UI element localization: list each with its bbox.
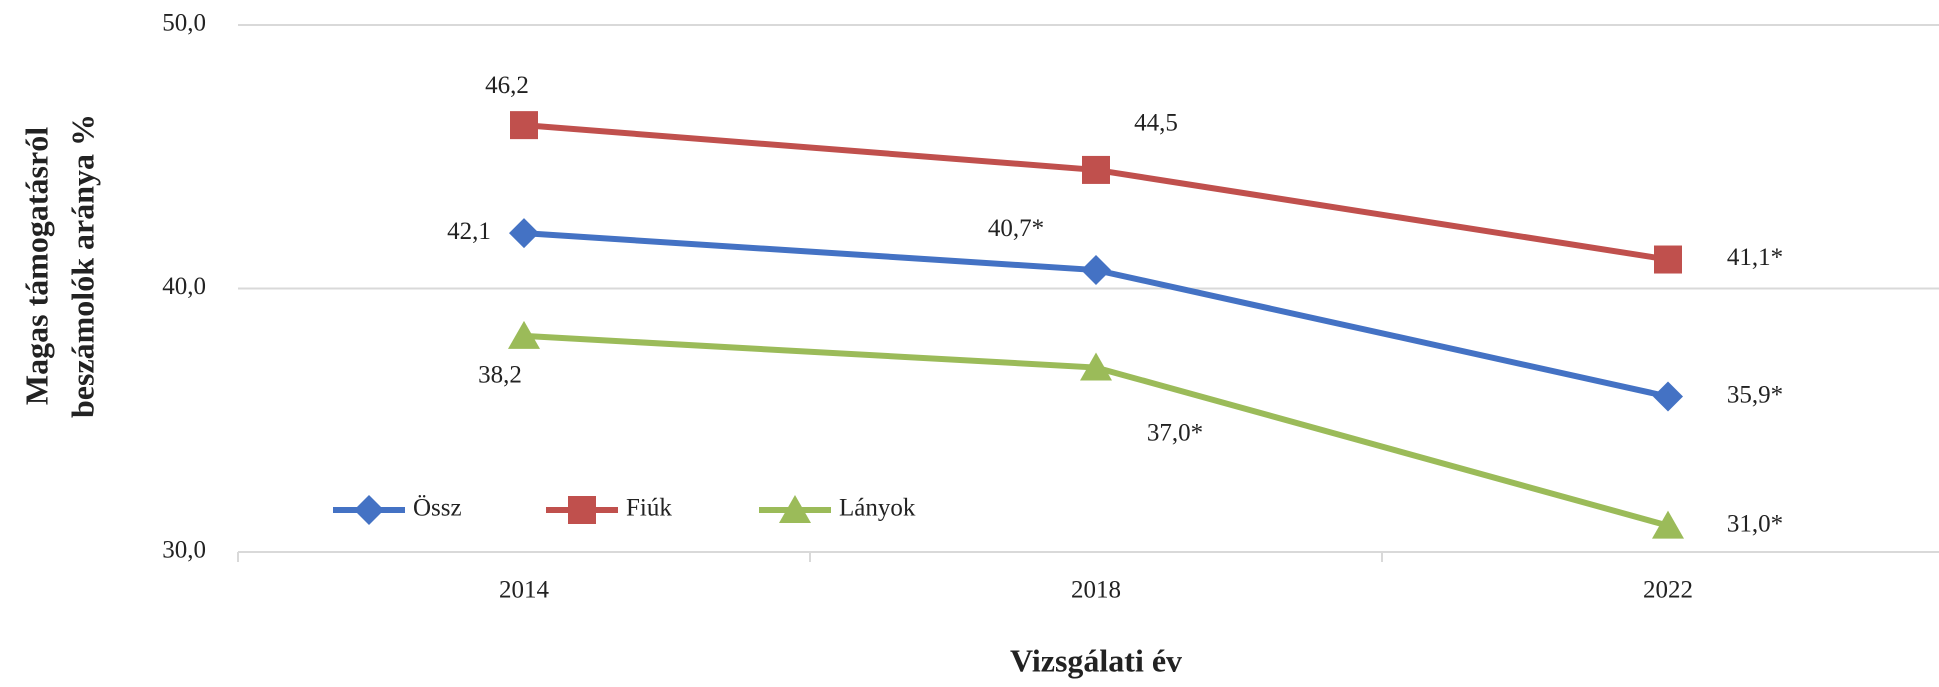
legend-label: Fiúk <box>626 495 672 522</box>
data-label: 46,2 <box>485 72 529 99</box>
marker <box>354 495 384 525</box>
page: {"chart_data": {"type": "line", "ylabel"… <box>0 0 1939 687</box>
marker <box>1082 156 1110 184</box>
marker <box>1653 382 1683 412</box>
marker <box>1081 255 1111 285</box>
marker <box>568 496 596 524</box>
legend-label: Lányok <box>839 495 916 522</box>
y-tick-label: 50,0 <box>162 10 206 37</box>
x-tick-label: 2022 <box>1643 577 1693 604</box>
x-tick-label: 2018 <box>1071 577 1121 604</box>
data-label: 42,1 <box>447 218 491 245</box>
y-axis-title: Magas támogatásról <box>18 127 54 405</box>
y-tick-label: 30,0 <box>162 537 206 564</box>
data-label: 40,7* <box>988 215 1044 242</box>
legend-label: Össz <box>413 495 462 522</box>
data-label: 37,0* <box>1147 419 1203 446</box>
marker <box>509 218 539 248</box>
data-label: 38,2 <box>478 362 522 389</box>
data-label: 41,1* <box>1727 244 1783 271</box>
y-axis-title: beszámolók aránya % <box>64 114 100 418</box>
y-tick-label: 40,0 <box>162 273 206 300</box>
marker <box>510 111 538 139</box>
series-line <box>524 125 1668 259</box>
x-axis-title: Vizsgálati év <box>1010 642 1182 678</box>
data-label: 35,9* <box>1727 381 1783 408</box>
data-label: 31,0* <box>1727 510 1783 537</box>
x-tick-label: 2014 <box>499 577 550 604</box>
chart: Magas támogatásról beszámolók aránya % V… <box>0 0 1939 687</box>
marker <box>1654 246 1682 274</box>
data-label: 44,5 <box>1134 110 1178 137</box>
